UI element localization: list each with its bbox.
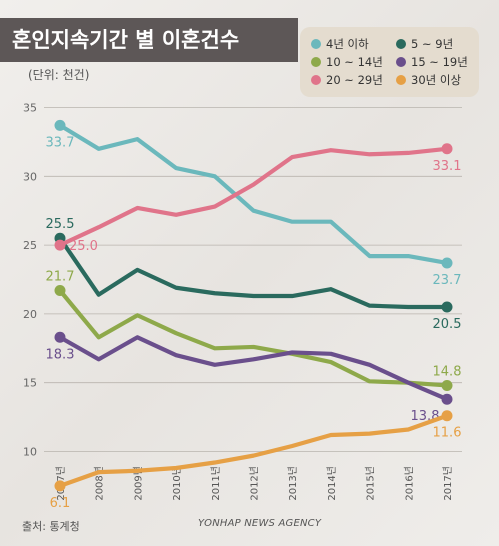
x-tick-label: 2016년 (403, 466, 415, 501)
data-point (441, 393, 453, 405)
series-line (57, 123, 450, 266)
data-label: 21.7 (46, 270, 75, 285)
x-tick-label: 2015년 (365, 466, 377, 501)
data-label: 14.8 (433, 364, 462, 379)
x-tick-label: 2009년 (132, 466, 144, 501)
legend-swatch (396, 39, 406, 49)
agency-credit: YONHAP NEWS AGENCY (198, 518, 322, 529)
legend-label: 4년 이하 (326, 37, 369, 51)
data-label: 18.3 (46, 347, 75, 362)
data-point (441, 143, 453, 155)
data-label: 20.5 (433, 317, 462, 332)
data-label: 25.5 (46, 217, 75, 232)
legend-label: 15 ~ 19년 (411, 55, 468, 69)
series-line (57, 146, 450, 248)
series-line (57, 335, 450, 402)
y-tick-label: 10 (23, 446, 37, 459)
y-tick-label: 20 (23, 308, 37, 321)
x-tick-label: 2017년 (442, 466, 454, 501)
unit-label: (단위: 천건) (28, 68, 90, 82)
y-tick-label: 35 (23, 102, 37, 115)
data-label: 25.0 (69, 239, 98, 254)
legend-label: 20 ~ 29년 (326, 73, 383, 87)
legend-label: 30년 이상 (411, 73, 461, 87)
legend-swatch (311, 75, 321, 85)
data-point (54, 331, 66, 343)
data-label: 33.1 (433, 159, 462, 174)
data-point (54, 480, 66, 492)
source-label: 출처: 통계청 (22, 520, 80, 533)
legend-swatch (396, 57, 406, 67)
data-label: 6.1 (50, 496, 71, 511)
x-tick-label: 2011년 (210, 466, 222, 501)
x-tick-label: 2010년 (171, 466, 183, 501)
legend-box (300, 27, 479, 97)
series-line (57, 288, 450, 388)
data-label: 23.7 (433, 273, 462, 288)
data-label: 33.7 (46, 135, 75, 150)
data-point (54, 285, 66, 297)
data-label: 11.6 (433, 426, 462, 441)
legend-swatch (311, 39, 321, 49)
legend-swatch (396, 75, 406, 85)
data-point (441, 410, 453, 422)
y-tick-label: 25 (23, 239, 37, 252)
y-tick-label: 15 (23, 377, 37, 390)
legend-swatch (311, 57, 321, 67)
series-line (57, 413, 450, 488)
data-point (441, 257, 453, 269)
data-point (54, 119, 66, 131)
y-tick-label: 30 (23, 170, 37, 183)
series-line (57, 236, 450, 310)
legend-label: 10 ~ 14년 (326, 55, 383, 69)
title-bar: 혼인지속기간 별 이혼건수 (0, 18, 298, 62)
data-point (54, 239, 66, 251)
x-tick-label: 2012년 (249, 466, 261, 501)
data-point (441, 379, 453, 391)
x-tick-label: 2013년 (287, 466, 299, 501)
chart-title: 혼인지속기간 별 이혼건수 (12, 28, 240, 52)
data-point (441, 301, 453, 313)
x-tick-label: 2014년 (326, 466, 338, 501)
legend-label: 5 ~ 9년 (411, 37, 453, 51)
